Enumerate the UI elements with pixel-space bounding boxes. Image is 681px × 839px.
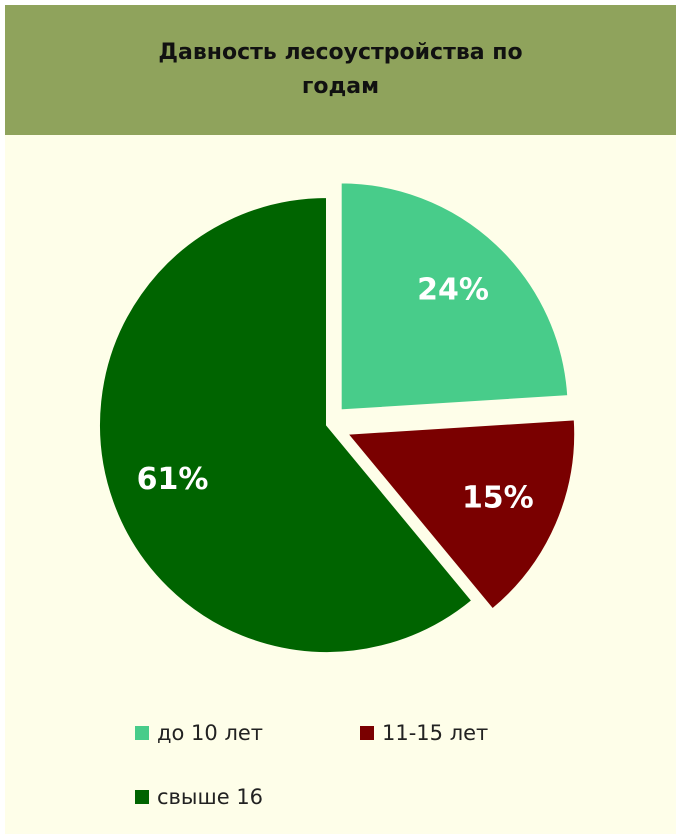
pie-slice bbox=[339, 181, 570, 412]
legend-swatch bbox=[135, 790, 149, 804]
header: Давность лесоустройства по годам bbox=[5, 5, 676, 135]
data-label: 15% bbox=[462, 480, 534, 515]
legend-label: 11-15 лет bbox=[382, 721, 488, 745]
chart-title: Давность лесоустройства по годам bbox=[158, 40, 523, 99]
pie-slice bbox=[98, 195, 474, 654]
legend-label: до 10 лет bbox=[157, 721, 263, 745]
pie-slice bbox=[345, 418, 577, 611]
legend-swatch bbox=[360, 726, 374, 740]
legend-swatch bbox=[135, 726, 149, 740]
data-label: 24% bbox=[417, 272, 489, 307]
legend-label: свыше 16 bbox=[157, 785, 263, 809]
data-label: 61% bbox=[137, 462, 209, 497]
